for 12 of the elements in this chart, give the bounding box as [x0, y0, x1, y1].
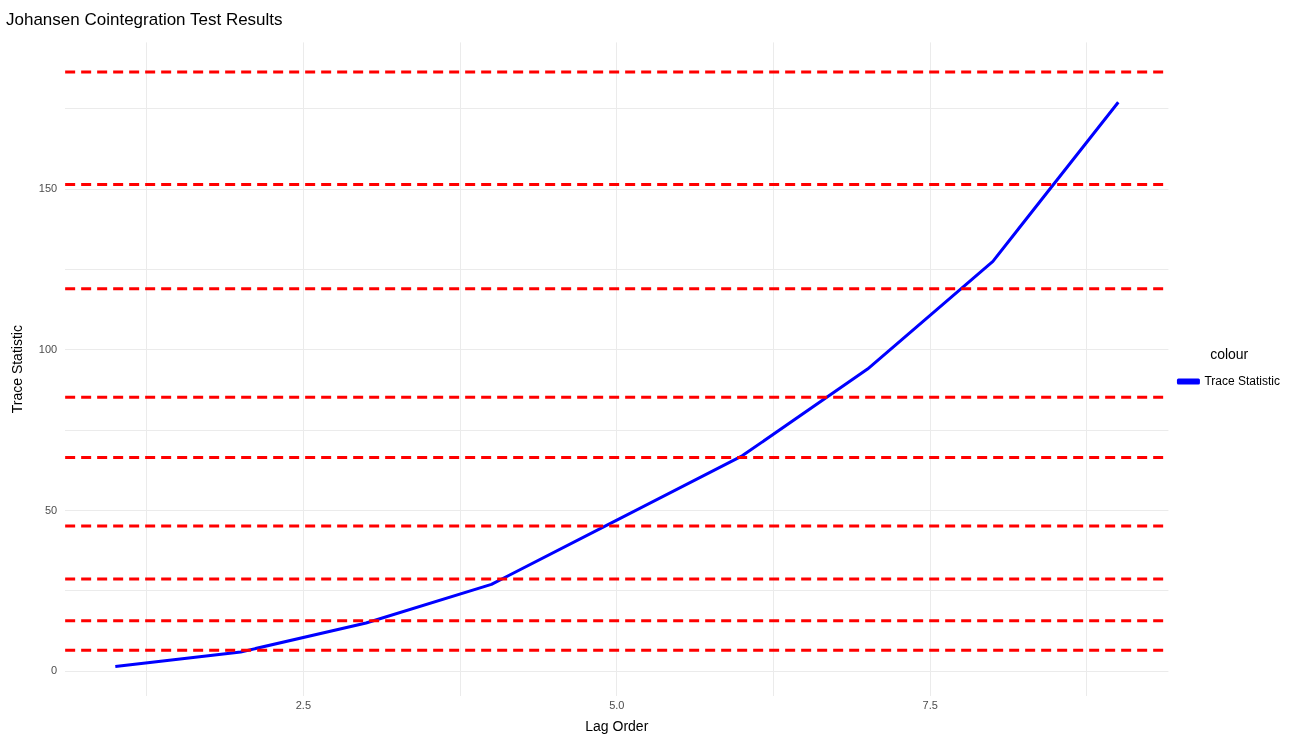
x-tick-label: 7.5: [922, 698, 938, 711]
y-tick-label: 150: [38, 182, 58, 195]
y-tick-label: 100: [38, 342, 58, 355]
y-tick-label: 0: [51, 664, 58, 677]
legend-label: Trace Statistic: [1204, 373, 1280, 388]
x-tick-label: 2.5: [295, 698, 312, 711]
x-axis-title: Lag Order: [585, 718, 649, 735]
y-tick-label: 50: [44, 503, 58, 516]
legend-title: colour: [1210, 346, 1249, 363]
chart-title: Johansen Cointegration Test Results: [6, 9, 283, 29]
y-axis-title: Trace Statistic: [9, 325, 26, 414]
x-tick-label: 5.0: [609, 698, 625, 711]
